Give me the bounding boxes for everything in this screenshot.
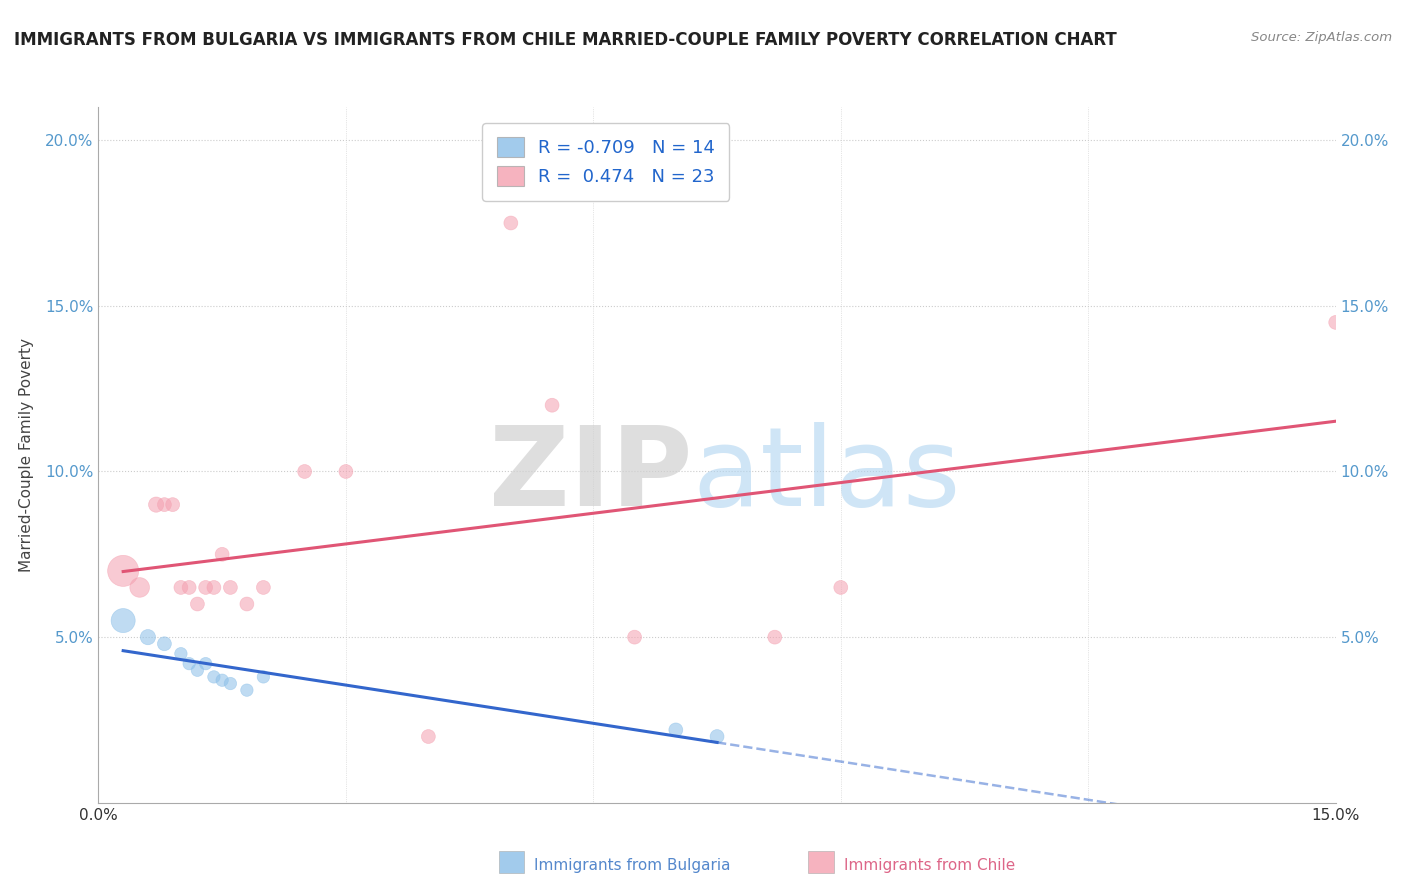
Point (294, 465, 316, 479)
Point (252, 670, 274, 684)
Point (179, 657, 201, 671)
Point (763, 630, 786, 644)
Text: ZIP: ZIP (489, 422, 692, 529)
Point (136, 630, 159, 644)
Legend: R = -0.709   N = 14, R =  0.474   N = 23: R = -0.709 N = 14, R = 0.474 N = 23 (482, 123, 730, 201)
Point (194, 581, 217, 595)
Text: IMMIGRANTS FROM BULGARIA VS IMMIGRANTS FROM CHILE MARRIED-COUPLE FAMILY POVERTY : IMMIGRANTS FROM BULGARIA VS IMMIGRANTS F… (14, 31, 1116, 49)
Point (236, 683, 259, 698)
Point (153, 637, 176, 651)
Text: Source: ZipAtlas.com: Source: ZipAtlas.com (1251, 31, 1392, 45)
Point (128, 581, 150, 595)
Point (211, 547, 233, 561)
Point (219, 676, 242, 690)
Point (623, 630, 645, 644)
Text: Immigrants from Bulgaria: Immigrants from Bulgaria (534, 858, 731, 872)
Point (541, 398, 564, 412)
Point (162, 498, 184, 512)
Point (170, 647, 193, 661)
Point (186, 663, 208, 677)
Point (202, 670, 225, 684)
Point (252, 581, 274, 595)
Point (335, 465, 357, 479)
Point (112, 564, 135, 578)
Point (1324, 315, 1347, 329)
Point (418, 730, 440, 744)
Point (202, 581, 225, 595)
Point (499, 216, 522, 230)
Y-axis label: Married-Couple Family Poverty: Married-Couple Family Poverty (20, 338, 34, 572)
Point (706, 730, 728, 744)
Point (194, 657, 217, 671)
Point (170, 581, 193, 595)
Point (236, 597, 259, 611)
Point (145, 498, 167, 512)
Point (186, 597, 208, 611)
Point (665, 723, 688, 737)
Point (219, 581, 242, 595)
Point (830, 581, 852, 595)
Point (179, 581, 201, 595)
Text: atlas: atlas (692, 422, 960, 529)
Point (112, 614, 135, 628)
Point (211, 673, 233, 688)
Text: Immigrants from Chile: Immigrants from Chile (844, 858, 1015, 872)
Point (153, 498, 176, 512)
